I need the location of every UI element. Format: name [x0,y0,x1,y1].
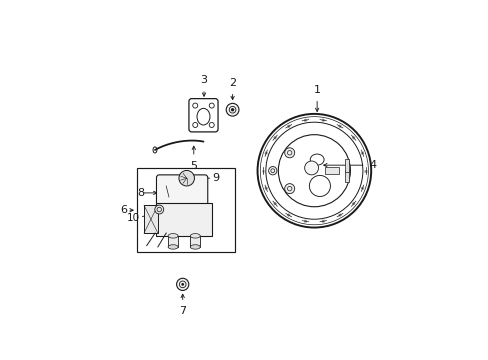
Circle shape [284,148,294,158]
Ellipse shape [190,234,200,238]
Bar [156,203,211,236]
Circle shape [179,170,194,186]
Text: 7: 7 [179,306,186,316]
Circle shape [155,205,163,214]
Text: 8: 8 [138,188,144,198]
Bar [137,168,235,252]
Bar [168,236,178,247]
Text: 5: 5 [190,161,197,171]
Circle shape [284,184,294,194]
Text: 1: 1 [313,85,320,95]
Text: 9: 9 [212,173,219,183]
Bar [325,167,339,174]
Circle shape [268,167,276,175]
Bar [345,159,349,172]
Bar [190,236,200,247]
Circle shape [176,278,188,291]
Circle shape [230,108,234,111]
Text: 10: 10 [126,213,140,223]
Circle shape [181,283,183,286]
Text: 2: 2 [228,78,236,88]
Bar [345,170,349,182]
FancyBboxPatch shape [156,175,207,208]
Ellipse shape [190,245,200,249]
Bar [143,205,158,233]
Text: 3: 3 [200,75,207,85]
Ellipse shape [168,234,178,238]
Circle shape [304,161,318,175]
Ellipse shape [168,245,178,249]
Text: 4: 4 [369,160,376,170]
Text: 6: 6 [120,205,127,215]
Circle shape [226,103,239,116]
